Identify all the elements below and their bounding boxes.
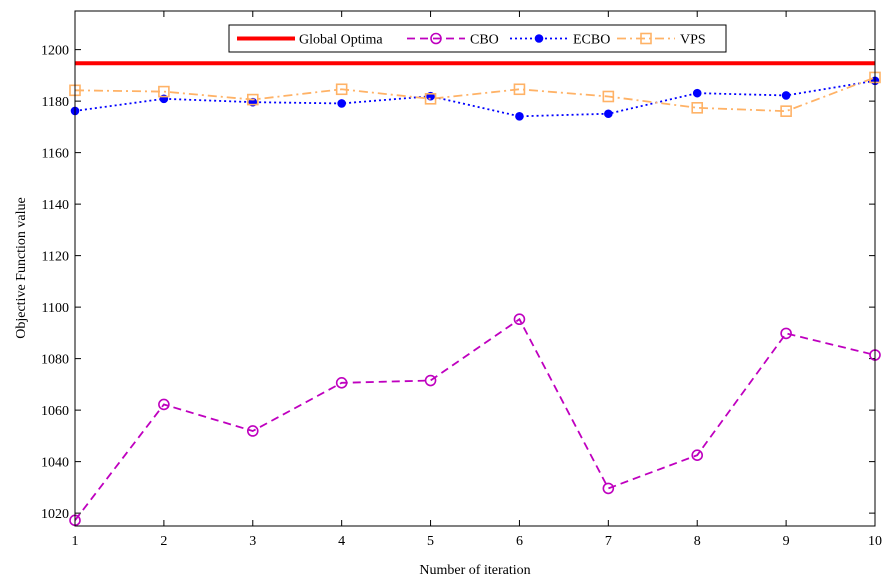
data-point-vps [424,93,437,105]
y-axis-label: Objective Function value [14,197,29,339]
data-point-ecbo [692,88,702,98]
data-point-cbo [424,374,437,387]
data-point-cbo [513,313,526,326]
series-line-ecbo [74,79,876,118]
data-point-cbo [691,449,704,461]
data-point-cbo [780,327,792,340]
data-point-cbo [158,398,170,411]
data-point-cbo [602,482,615,495]
series-line-vps [74,76,876,113]
x-tick-label: 5 [427,534,434,549]
y-axis-ticks: 1020 1040 1060 1080 1100 1120 1140 1160 1180 1200 [41,44,875,522]
data-point-vps [246,93,259,106]
legend-entry-global-optima: Global Optima [237,33,383,48]
legend-entry-cbo: CBO [407,33,499,48]
x-tick-label: 10 [868,534,882,549]
data-point-ecbo [781,91,791,100]
data-point-vps [158,85,170,98]
x-tick-label: 9 [783,534,790,549]
x-axis-label: Number of iteration [419,563,530,578]
legend-entry-vps: VPS [617,33,706,48]
data-point-ecbo [337,99,346,108]
x-tick-label: 8 [694,534,701,549]
data-point-vps [780,105,792,117]
series-layer [69,61,881,527]
x-tick-label: 3 [249,534,256,549]
legend-label-vps: VPS [680,33,706,48]
y-tick-label: 1200 [41,44,69,59]
legend-label-global-optima: Global Optima [299,33,383,48]
data-point-cbo [246,425,259,437]
y-tick-label: 1020 [41,507,69,522]
data-point-cbo [335,377,348,389]
legend-marker-vps [640,32,652,45]
x-tick-label: 4 [338,534,345,549]
legend-entry-ecbo: ECBO [510,33,610,48]
series-line-cbo [74,317,876,521]
y-tick-label: 1080 [41,353,69,368]
legend: Global Optima CBO ECBO VPS [228,24,727,53]
data-point-vps [335,83,348,96]
data-point-vps [602,90,615,103]
x-tick-label: 2 [160,534,167,549]
series-vps [69,71,881,117]
x-tick-label: 1 [72,534,79,549]
y-tick-label: 1040 [41,456,69,471]
series-ecbo [70,76,880,121]
legend-label-ecbo: ECBO [573,33,610,48]
y-tick-label: 1100 [42,301,69,316]
y-tick-label: 1060 [41,404,69,419]
data-point-ecbo [604,109,613,119]
plot-area-frame [74,10,876,527]
y-tick-label: 1180 [42,95,69,110]
data-point-vps [513,83,526,96]
data-point-ecbo [515,112,524,121]
y-tick-label: 1160 [42,147,69,162]
legend-marker-cbo [430,32,442,45]
legend-marker-ecbo [534,34,544,43]
legend-label-cbo: CBO [470,33,499,48]
x-axis-ticks: 1 2 3 4 5 6 7 8 9 10 [72,11,882,549]
y-tick-label: 1140 [42,198,69,213]
y-tick-label: 1120 [42,250,69,265]
x-tick-label: 6 [516,534,523,549]
x-tick-label: 7 [605,534,612,549]
data-point-vps [691,102,704,114]
series-cbo [69,313,881,527]
